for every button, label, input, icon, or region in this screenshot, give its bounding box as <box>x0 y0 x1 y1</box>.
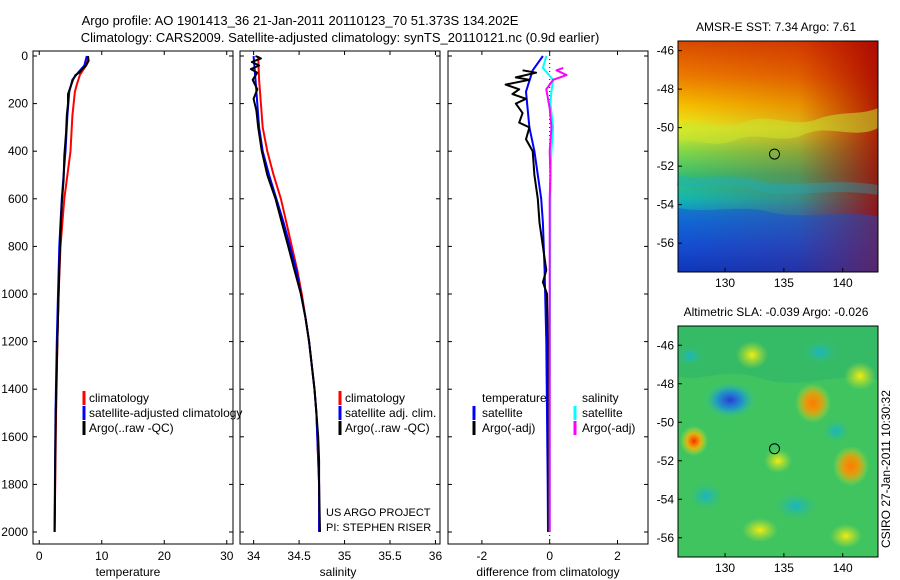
pi-annotation: PI: STEPHEN RISER <box>326 522 431 534</box>
map-x-tick-label: 130 <box>715 561 735 575</box>
temperature-axes-box <box>32 50 234 545</box>
x-tick-label: 35 <box>338 549 352 563</box>
legend-label-climatology: climatology <box>89 391 149 405</box>
series-line-temperature-argo-adj- <box>504 69 550 533</box>
x-tick-label: 20 <box>158 549 172 563</box>
temperature-profiles <box>53 55 90 533</box>
y-tick-label: 1200 <box>1 335 28 349</box>
temperature-xlabel: temperature <box>96 565 161 579</box>
x-tick-label: 0 <box>546 549 553 563</box>
salinity-axes-box <box>239 50 441 545</box>
y-tick-label: 400 <box>8 144 28 158</box>
y-tick-label: 600 <box>8 192 28 206</box>
figure-title-line1: Argo profile: AO 1901413_36 21-Jan-2011 … <box>82 13 519 28</box>
sla-map-title: Altimetric SLA: -0.039 Argo: -0.026 <box>684 305 869 319</box>
map-y-tick-label: -56 <box>657 531 675 545</box>
map-y-tick-label: -52 <box>657 454 675 468</box>
argo-float-location-marker <box>769 443 780 455</box>
legend-label-temp-satellite: satellite <box>482 406 523 420</box>
legend-label-argo: Argo(..raw -QC) <box>89 421 174 435</box>
sla-map-axes: 130 135 140 -46 -48 -50 -52 -54 -56 <box>657 338 853 575</box>
map-x-tick-label: 135 <box>774 276 794 290</box>
legend-title-salinity: salinity <box>582 391 619 405</box>
salinity-legend: climatology satellite adj. clim. Argo(..… <box>338 391 436 435</box>
difference-panel: -2 0 2 difference from climatology tempera… <box>447 50 649 579</box>
temperature-legend: climatology satellite-adjusted climatolo… <box>82 391 242 435</box>
temperature-x-axis: 0 10 20 30 <box>36 51 234 563</box>
x-tick-label: 34.5 <box>287 549 311 563</box>
sst-map-panel: AMSR-E SST: 7.34 Argo: 7.61 130 135 140 -46… <box>657 20 879 290</box>
y-tick-label: 1800 <box>1 477 28 491</box>
map-y-tick-label: -46 <box>657 338 675 352</box>
x-tick-label: 30 <box>220 549 234 563</box>
x-tick-label: -2 <box>477 549 488 563</box>
salinity-panel: 34 34.5 35 35.5 36 salinity climatology sate… <box>239 50 442 579</box>
sst-map-image <box>676 41 879 272</box>
map-y-tick-label: -48 <box>657 82 675 96</box>
legend-label-satellite: satellite adj. clim. <box>345 406 436 420</box>
series-line-argo-raw-qc- <box>249 55 321 533</box>
x-tick-label: 35.5 <box>378 549 402 563</box>
legend-label-argo: Argo(..raw -QC) <box>345 421 430 435</box>
credit-text: CSIRO 27-Jan-2011 10:30:32 <box>879 390 893 548</box>
x-tick-label: 0 <box>36 549 43 563</box>
map-y-tick-label: -56 <box>657 236 675 250</box>
series-line-argo-raw-qc- <box>53 55 90 533</box>
series-line-climatology <box>257 55 321 532</box>
argo-float-location-marker <box>769 148 780 160</box>
map-y-tick-label: -52 <box>657 159 675 173</box>
map-y-tick-label: -54 <box>657 198 675 212</box>
map-x-tick-label: 140 <box>833 561 853 575</box>
map-x-tick-label: 140 <box>833 276 853 290</box>
difference-xlabel: difference from climatology <box>476 565 619 579</box>
legend-label-satellite: satellite-adjusted climatology <box>89 406 242 420</box>
x-tick-label: 34 <box>247 549 261 563</box>
x-tick-label: 36 <box>429 549 443 563</box>
series-line-temperature-satellite <box>525 55 549 533</box>
depth-axis: 0 200 400 600 800 1000 1200 1400 1600 1800 2000 <box>1 49 648 539</box>
y-tick-label: 2000 <box>1 525 28 539</box>
map-y-tick-label: -50 <box>657 121 675 135</box>
salinity-xlabel: salinity <box>320 565 357 579</box>
legend-label-temp-argo: Argo(-adj) <box>482 421 535 435</box>
y-tick-label: 1600 <box>1 430 28 444</box>
salinity-profiles <box>249 55 321 533</box>
map-y-tick-label: -46 <box>657 44 675 58</box>
legend-label-sal-satellite: satellite <box>582 406 623 420</box>
salinity-x-axis: 34 34.5 35 35.5 36 <box>247 51 442 563</box>
series-line-salinity-argo-adj- <box>545 66 568 532</box>
legend-label-sal-argo: Argo(-adj) <box>582 421 635 435</box>
sla-map-panel: Altimetric SLA: -0.039 Argo: -0.026 130 1… <box>657 305 879 575</box>
legend-title-temperature: temperature <box>482 391 547 405</box>
y-tick-label: 1000 <box>1 287 28 301</box>
map-y-tick-label: -48 <box>657 377 675 391</box>
map-x-tick-label: 135 <box>774 561 794 575</box>
sst-map-axes: 130 135 140 -46 -48 -50 -52 -54 -56 <box>657 44 853 290</box>
project-annotation: US ARGO PROJECT <box>326 507 431 519</box>
y-tick-label: 200 <box>8 97 28 111</box>
sla-map-image <box>676 326 878 557</box>
legend-label-climatology: climatology <box>345 391 405 405</box>
y-tick-label: 1400 <box>1 382 28 396</box>
map-x-tick-label: 130 <box>715 276 735 290</box>
sst-map-title: AMSR-E SST: 7.34 Argo: 7.61 <box>696 20 856 34</box>
x-tick-label: 10 <box>95 549 109 563</box>
y-tick-label: 0 <box>21 49 28 63</box>
difference-legend: temperature satellite Argo(-adj) salinit… <box>472 391 635 435</box>
figure-title-line2: Climatology: CARS2009. Satellite-adjuste… <box>81 30 600 45</box>
map-y-tick-label: -54 <box>657 492 675 506</box>
map-y-tick-label: -50 <box>657 415 675 429</box>
difference-axes-box <box>447 50 649 545</box>
x-tick-label: 2 <box>614 549 621 563</box>
difference-profiles <box>504 55 568 533</box>
y-tick-label: 800 <box>8 239 28 253</box>
